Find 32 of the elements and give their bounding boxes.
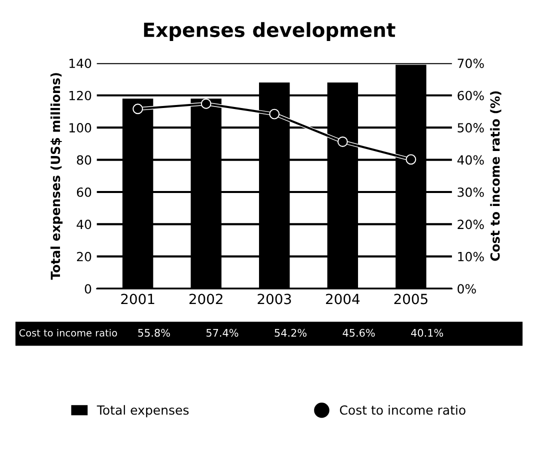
chart-title: Expenses development [144,22,396,41]
y2-tick-label: 70% [458,58,484,68]
data-label: 40.1% [411,328,444,337]
data-label: 45.6% [342,328,375,337]
y-tick-label: 0 [84,284,92,294]
x-tick-label: 2005 [394,294,428,304]
text: Cost to income ratio [19,329,117,337]
data-label: 54.2% [274,328,306,337]
y-tick-label: 20 [76,252,92,262]
y2-tick-label: 0% [458,284,476,294]
y-tick-label: 140 [69,58,92,68]
y-tick-label: 60 [76,187,92,197]
y2-tick-label: 50% [458,123,484,132]
y2-tick-label: 20% [458,220,484,230]
x-tick-label: 2004 [326,294,360,304]
x-tick-label: 2001 [121,294,154,304]
y-tick-label: 80 [76,155,92,165]
legend-label: Cost to income ratio [340,405,466,415]
y2-tick-label: 40% [457,155,484,165]
y2-tick-label: 30% [458,187,484,197]
y2-tick-label: 10% [458,252,484,262]
data-label: 57.4% [206,328,238,337]
x-tick-label: 2003 [258,294,291,304]
y2-axis-title: Cost to income ratio (%) [490,91,502,261]
y2-tick-label: 60% [458,90,484,100]
y-axis-title: Total expenses (US$ millions) [50,73,63,280]
y-tick-label: 40 [76,220,92,230]
y-tick-label: 120 [69,90,92,100]
x-tick-label: 2002 [189,294,222,304]
legend-label: Total expenses [96,405,189,418]
y-tick-label: 100 [69,123,92,132]
data-label: 55.8% [138,328,170,337]
